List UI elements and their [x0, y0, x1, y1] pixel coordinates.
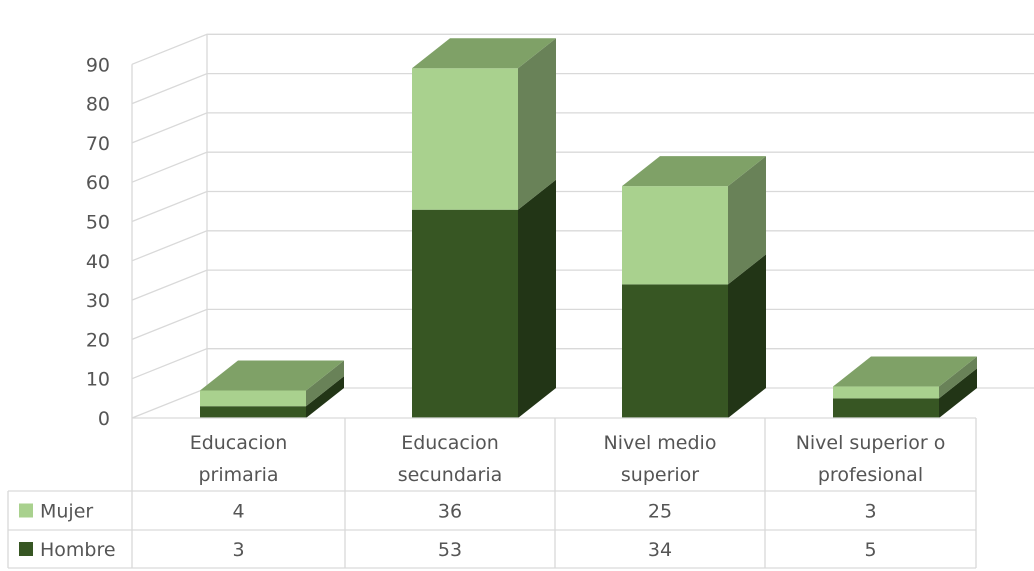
y-tick-label: 10 — [86, 369, 110, 391]
table-cell: 4 — [232, 501, 244, 523]
bar-segment-mujer — [200, 360, 344, 407]
bar-top — [833, 356, 977, 387]
gridline — [131, 308, 1034, 341]
gridline — [131, 112, 1034, 144]
gridline — [131, 33, 1034, 65]
table-cell: 36 — [438, 501, 462, 523]
data-table: Educacion primaria Educacion secundaria Nive… — [7, 417, 977, 569]
legend-key-mujer — [19, 503, 33, 518]
y-tick-label: 80 — [86, 94, 110, 116]
bar-top — [622, 156, 766, 187]
y-tick-label: 50 — [86, 212, 110, 234]
category-label: Nivel medio — [604, 432, 717, 454]
table-cell: 34 — [648, 539, 672, 561]
category-label: Educacion — [190, 432, 288, 454]
row-label: Hombre — [40, 539, 116, 561]
category-label: primaria — [198, 464, 278, 486]
bar-front — [833, 386, 939, 399]
bar-side — [518, 179, 556, 418]
table-cell: 3 — [864, 501, 876, 523]
bar-side — [728, 254, 766, 418]
y-tick-label: 40 — [86, 251, 110, 273]
gridline — [131, 269, 1034, 301]
bar-side — [728, 156, 766, 285]
y-axis: 0 10 20 30 40 50 60 70 80 90 — [86, 54, 110, 430]
bar-side — [939, 356, 977, 399]
y-tick-label: 70 — [86, 133, 110, 155]
bar-front — [200, 406, 306, 418]
bar-segment-mujer — [622, 156, 766, 285]
y-tick-label: 20 — [86, 329, 110, 351]
table-cell: 53 — [438, 539, 462, 561]
bar-front — [622, 186, 728, 285]
table-cell: 3 — [232, 539, 244, 561]
bar-front — [200, 390, 306, 407]
bar-segment-hombre — [200, 376, 344, 418]
bar-top — [200, 360, 344, 391]
row-label: Mujer — [40, 501, 93, 523]
bar-segment-mujer — [833, 356, 977, 399]
bar-front — [412, 209, 518, 418]
y-tick-label: 90 — [86, 54, 110, 76]
bar-segment-hombre — [412, 179, 556, 418]
category-label: profesional — [818, 464, 923, 486]
gridline — [131, 72, 1034, 105]
bar-top — [412, 38, 556, 69]
bars — [200, 38, 977, 418]
bar-side — [939, 368, 977, 418]
gridline — [131, 190, 1034, 223]
bar-side — [306, 376, 344, 418]
category-label: Nivel superior o — [796, 432, 946, 454]
category-label: secundaria — [398, 464, 503, 486]
bar-front — [833, 398, 939, 418]
legend-key-hombre — [19, 542, 33, 556]
bar-side — [306, 360, 344, 407]
gridlines — [131, 33, 1034, 419]
category-label: superior — [621, 464, 699, 486]
gridline — [131, 230, 1034, 262]
category-label: Educacion — [401, 432, 499, 454]
bar-front — [622, 284, 728, 418]
y-tick-label: 60 — [86, 172, 110, 194]
y-tick-label: 0 — [98, 408, 110, 430]
bar-segment-hombre — [622, 254, 766, 418]
gridline — [131, 151, 1034, 183]
y-tick-label: 30 — [86, 290, 110, 312]
table-cell: 25 — [648, 501, 672, 523]
table-cell: 5 — [864, 539, 876, 561]
bar-segment-mujer — [412, 38, 556, 210]
bar-front — [412, 68, 518, 210]
bar-segment-hombre — [833, 368, 977, 418]
bar-side — [518, 38, 556, 210]
